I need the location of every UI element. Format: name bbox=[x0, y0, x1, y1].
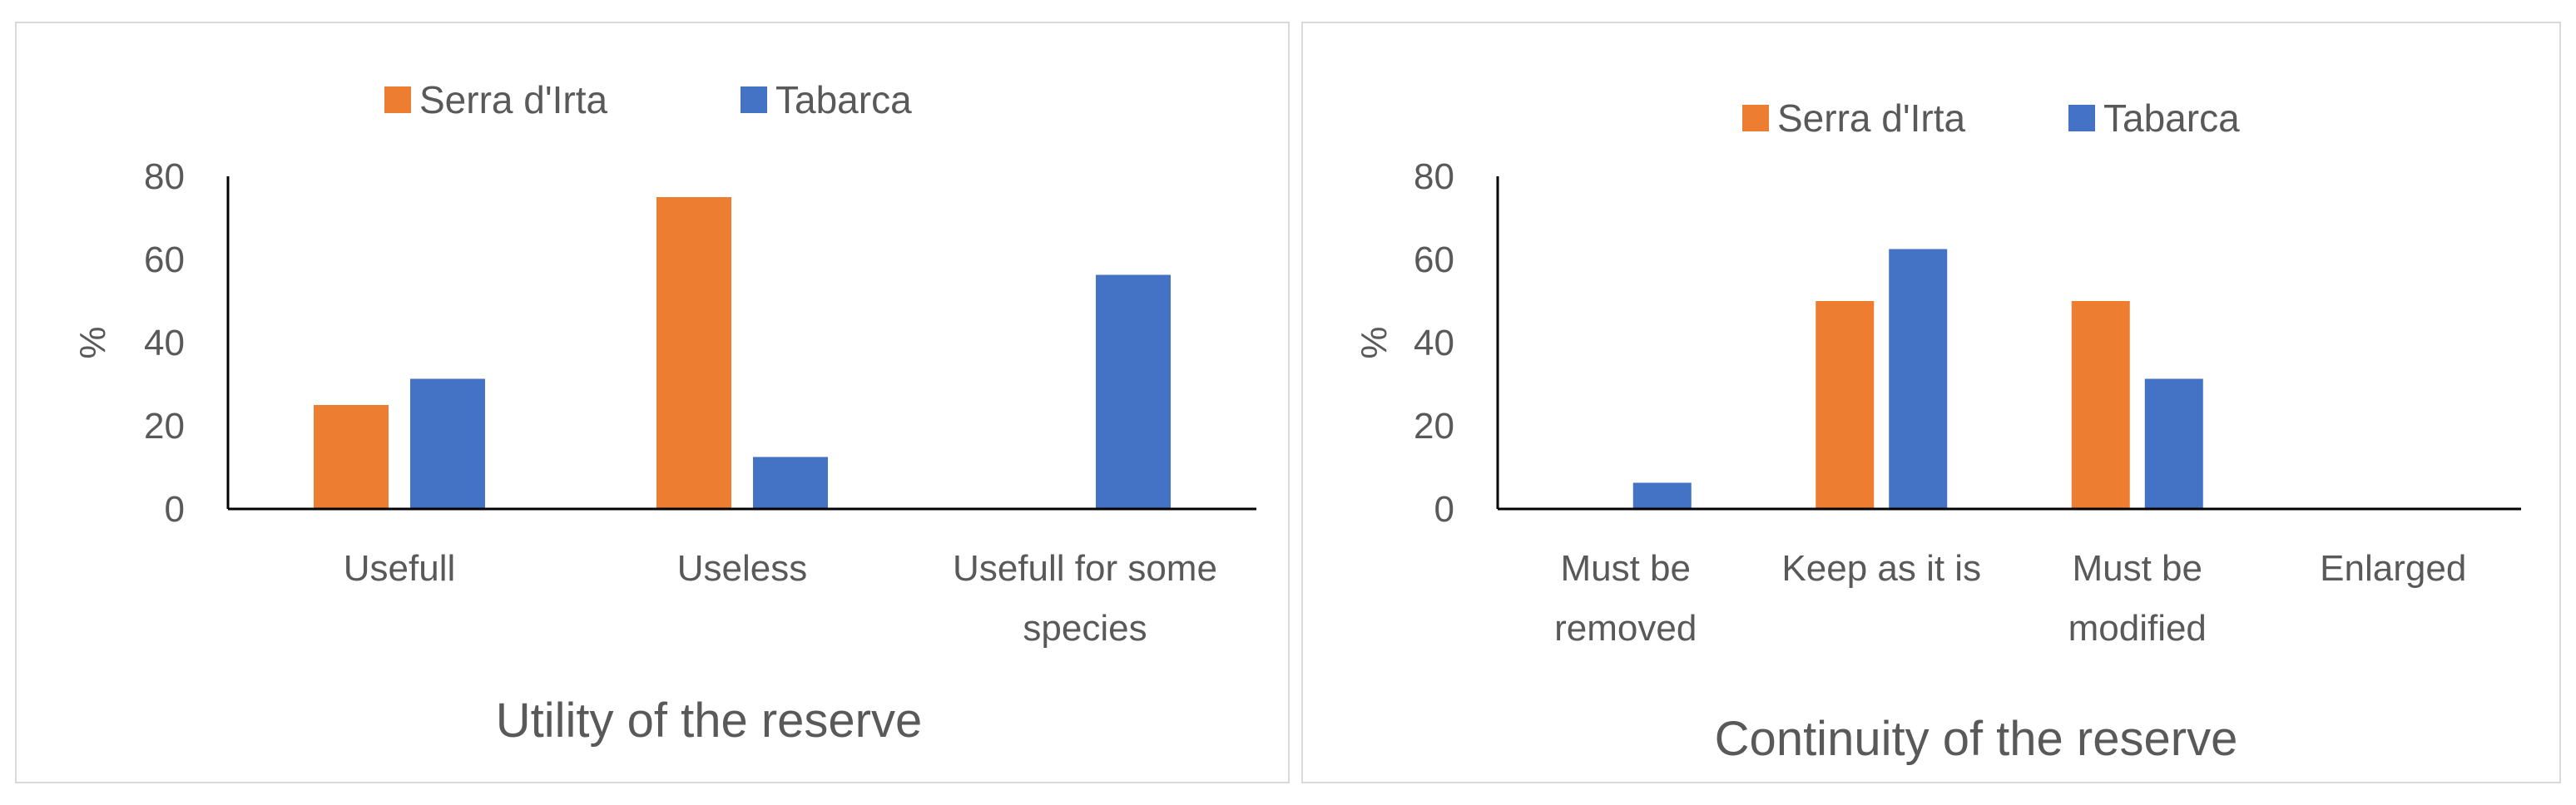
bar bbox=[410, 378, 485, 509]
y-tick-label: 20 bbox=[1414, 406, 1454, 447]
x-category-label: Keep as it is bbox=[1781, 548, 1981, 589]
legend-swatch bbox=[741, 86, 767, 113]
y-tick-label: 0 bbox=[165, 489, 185, 530]
x-category-label: removed bbox=[1554, 608, 1697, 649]
bar bbox=[1632, 482, 1692, 509]
y-tick-label: 80 bbox=[144, 156, 185, 197]
legend-swatch bbox=[1742, 105, 1769, 131]
bar bbox=[2144, 378, 2203, 509]
x-category-label: Useless bbox=[677, 548, 808, 589]
y-tick-label: 80 bbox=[1414, 156, 1454, 197]
y-tick-label: 40 bbox=[1414, 323, 1454, 363]
bar bbox=[1889, 249, 1948, 509]
bar bbox=[2071, 301, 2130, 509]
y-axis-title: % bbox=[1354, 326, 1395, 358]
x-category-label: species bbox=[1023, 608, 1147, 649]
x-axis-title: Utility of the reserve bbox=[496, 694, 923, 748]
x-category-label: Usefull for some bbox=[953, 548, 1217, 589]
legend-label: Tabarca bbox=[2103, 96, 2240, 140]
x-category-label: Must be bbox=[1560, 548, 1691, 589]
chart-utility: Serra d'Irta Tabarca 0 20 40 60 80% Usefull Usel… bbox=[72, 78, 1256, 748]
chart-panel-utility: Serra d'Irta Tabarca 0 20 40 60 80% Usefull Usel… bbox=[15, 22, 1290, 783]
legend-label: Serra d'Irta bbox=[419, 78, 608, 121]
legend-label: Serra d'Irta bbox=[1777, 96, 1966, 140]
chart-continuity: Serra d'Irta Tabarca 0 20 40 60 80% Must be remo… bbox=[1354, 96, 2521, 766]
bar bbox=[753, 457, 828, 509]
bar bbox=[656, 197, 731, 509]
x-axis-title: Continuity of the reserve bbox=[1715, 712, 2238, 766]
x-category-label: Must be bbox=[2072, 548, 2202, 589]
y-tick-label: 20 bbox=[144, 406, 185, 447]
y-axis-title: % bbox=[72, 326, 113, 358]
legend-label: Tabarca bbox=[775, 78, 912, 121]
x-category-label: modified bbox=[2068, 608, 2207, 649]
y-tick-label: 40 bbox=[144, 323, 185, 363]
bar bbox=[314, 405, 389, 509]
y-tick-label: 0 bbox=[1434, 489, 1454, 530]
bar bbox=[1816, 301, 1875, 509]
x-category-label: Usefull bbox=[344, 548, 456, 589]
chart-panel-continuity: Serra d'Irta Tabarca 0 20 40 60 80% Must be remo… bbox=[1301, 22, 2561, 783]
x-category-label: Enlarged bbox=[2320, 548, 2466, 589]
y-tick-label: 60 bbox=[144, 240, 185, 280]
legend-swatch bbox=[384, 86, 411, 113]
y-tick-label: 60 bbox=[1414, 240, 1454, 280]
bar bbox=[1096, 274, 1171, 509]
legend-swatch bbox=[2068, 105, 2095, 131]
